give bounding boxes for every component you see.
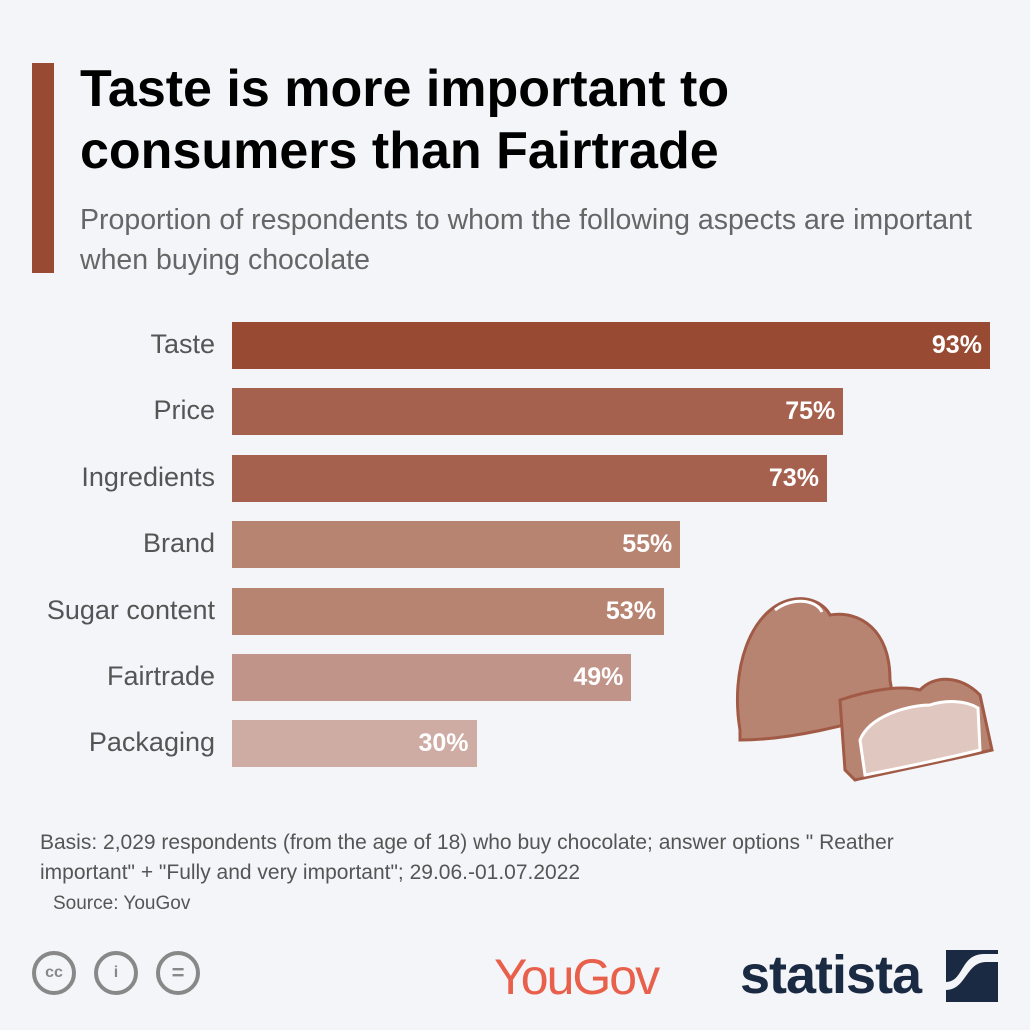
chart-subtitle: Proportion of respondents to whom the fo… <box>80 204 972 276</box>
value-label: 75% <box>785 397 836 426</box>
value-label: 30% <box>418 729 469 758</box>
statista-logo: statista <box>740 945 922 1005</box>
bar <box>232 587 664 635</box>
accent-bar <box>32 63 54 273</box>
category-label: Sugar content <box>46 594 215 625</box>
category-label: Taste <box>150 329 215 359</box>
basis-note: Basis: 2,029 respondents (from the age o… <box>40 831 894 884</box>
category-label: Fairtrade <box>106 661 215 691</box>
no-derivatives-icon: = <box>156 951 200 995</box>
bar <box>232 720 477 768</box>
bar <box>232 322 990 369</box>
source-text: Source: YouGov <box>53 893 191 914</box>
chart-title: Taste is more important to consumers tha… <box>80 60 730 180</box>
cc-license-icon: cc <box>32 951 76 995</box>
value-label: 53% <box>605 596 656 625</box>
chocolate-illustration <box>735 597 994 782</box>
bar <box>232 654 632 701</box>
bar <box>232 388 844 436</box>
yougov-logo: YouGov <box>494 949 660 1005</box>
value-label: 93% <box>931 331 982 359</box>
attribution-icon: i <box>94 951 138 995</box>
bar <box>232 521 681 569</box>
category-label: Price <box>153 395 215 426</box>
bar <box>232 454 827 502</box>
statista-logo-icon <box>946 950 998 1002</box>
value-label: 73% <box>768 463 819 492</box>
value-label: 55% <box>622 530 673 559</box>
category-label: Ingredients <box>81 461 215 492</box>
category-label: Brand <box>142 528 215 559</box>
value-label: 49% <box>573 663 624 691</box>
category-label: Packaging <box>88 727 215 758</box>
